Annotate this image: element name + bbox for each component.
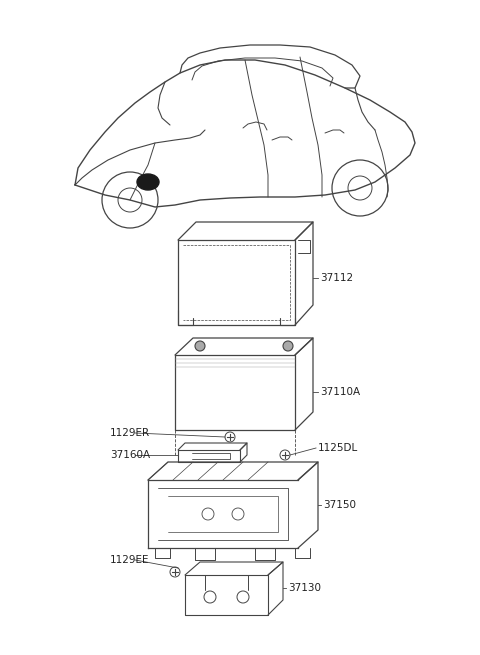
Text: 37160A: 37160A <box>110 450 150 460</box>
Text: 37112: 37112 <box>320 273 353 283</box>
Ellipse shape <box>137 174 159 190</box>
Text: 37150: 37150 <box>323 500 356 510</box>
Text: 37130: 37130 <box>288 583 321 593</box>
Circle shape <box>195 341 205 351</box>
Text: 1129EE: 1129EE <box>110 555 149 565</box>
Text: 37110A: 37110A <box>320 387 360 397</box>
Text: 1129ER: 1129ER <box>110 428 150 438</box>
Text: 1125DL: 1125DL <box>318 443 358 453</box>
Circle shape <box>283 341 293 351</box>
